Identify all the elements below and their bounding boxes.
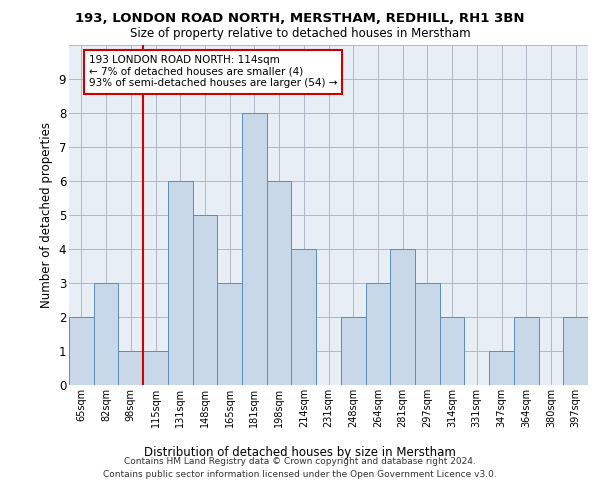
Text: Contains HM Land Registry data © Crown copyright and database right 2024.: Contains HM Land Registry data © Crown c… [124,458,476,466]
Bar [267,181,292,385]
Bar [440,317,464,385]
Bar [94,283,118,385]
Bar [390,249,415,385]
Bar [563,317,588,385]
Bar [415,283,440,385]
Text: 193, LONDON ROAD NORTH, MERSTHAM, REDHILL, RH1 3BN: 193, LONDON ROAD NORTH, MERSTHAM, REDHIL… [75,12,525,26]
Bar [292,249,316,385]
Bar [242,113,267,385]
Bar [69,317,94,385]
Text: 193 LONDON ROAD NORTH: 114sqm
← 7% of detached houses are smaller (4)
93% of sem: 193 LONDON ROAD NORTH: 114sqm ← 7% of de… [89,55,337,88]
Bar [143,351,168,385]
Bar [217,283,242,385]
Bar [365,283,390,385]
Text: Size of property relative to detached houses in Merstham: Size of property relative to detached ho… [130,28,470,40]
Bar [118,351,143,385]
Text: Contains public sector information licensed under the Open Government Licence v3: Contains public sector information licen… [103,470,497,479]
Bar [168,181,193,385]
Text: Distribution of detached houses by size in Merstham: Distribution of detached houses by size … [144,446,456,459]
Bar [514,317,539,385]
Bar [193,215,217,385]
Bar [341,317,365,385]
Y-axis label: Number of detached properties: Number of detached properties [40,122,53,308]
Bar [489,351,514,385]
